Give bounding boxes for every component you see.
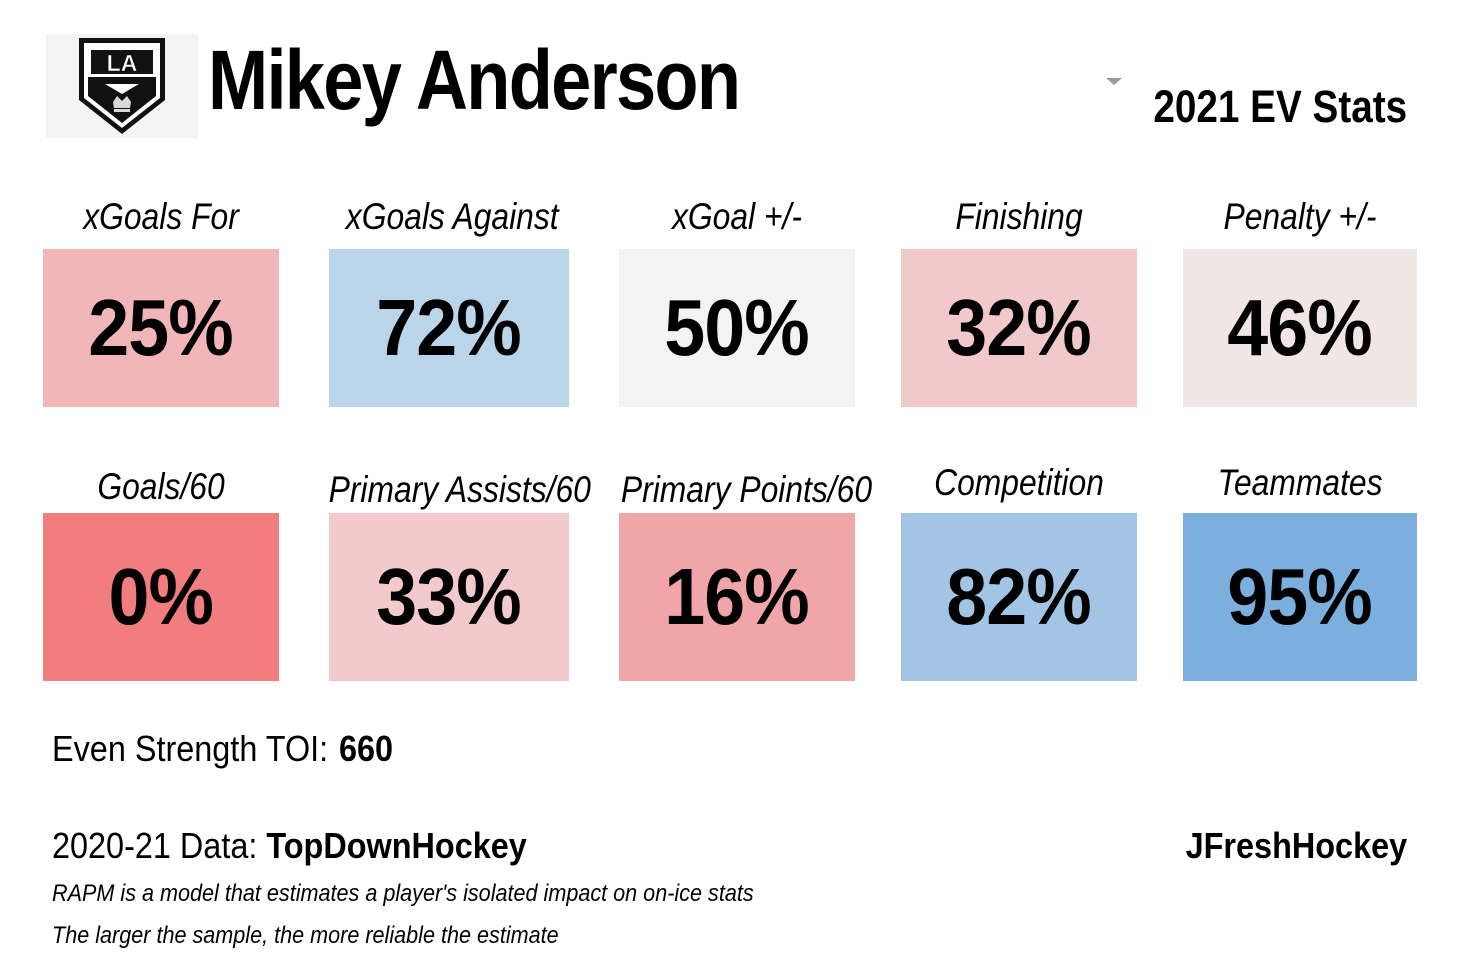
stat-label-primary-points-per-60: Primary Points/60 — [620, 469, 873, 510]
stat-label-xgoals-against: xGoals Against — [345, 196, 559, 237]
toi-value: 660 — [338, 728, 394, 769]
stat-value-primary-assists-per-60: 33% — [376, 552, 522, 641]
footer-note: RAPM is a model that estimates a player'… — [52, 880, 754, 907]
stat-label-competition: Competition — [934, 462, 1104, 503]
source-name: TopDownHockey — [266, 825, 527, 866]
la-kings-shield-icon: LA — [79, 38, 165, 134]
stat-tile-xgoals-against: 72% — [329, 249, 569, 407]
dropdown-arrow-icon[interactable] — [1106, 78, 1122, 85]
even-strength-toi: Even Strength TOI: 660 — [52, 731, 393, 767]
player-name: Mikey Anderson — [208, 33, 741, 127]
stat-value-competition: 82% — [946, 552, 1092, 641]
stat-label-goals-per-60: Goals/60 — [97, 466, 225, 507]
logo-text: LA — [107, 50, 138, 76]
stat-value-finishing: 32% — [946, 283, 1092, 372]
stat-label-xgoals-for: xGoals For — [83, 196, 239, 237]
stat-tile-finishing: 32% — [901, 249, 1137, 407]
stat-value-goals-per-60: 0% — [108, 552, 214, 641]
credit: JFreshHockey — [1185, 825, 1407, 866]
stat-tile-penalty-plus-minus: 46% — [1183, 249, 1417, 407]
stat-value-teammates: 95% — [1227, 552, 1373, 641]
stat-tile-primary-points-per-60: 16% — [619, 513, 855, 681]
stat-value-primary-points-per-60: 16% — [664, 552, 810, 641]
toi-label: Even Strength TOI: — [52, 728, 329, 769]
stat-label-teammates: Teammates — [1217, 462, 1383, 503]
stat-value-xgoals-against: 72% — [376, 283, 522, 372]
source-prefix: 2020-21 Data: — [52, 825, 258, 866]
footer-note: The larger the sample, the more reliable… — [52, 922, 559, 949]
stat-value-xgoals-for: 25% — [88, 283, 234, 372]
team-logo: LA — [46, 34, 198, 138]
stat-label-xgoal-plus-minus: xGoal +/- — [672, 196, 802, 237]
stat-label-primary-assists-per-60: Primary Assists/60 — [328, 469, 591, 510]
data-source: 2020-21 Data: TopDownHockey — [52, 828, 527, 864]
stat-label-penalty-plus-minus: Penalty +/- — [1223, 196, 1377, 237]
stat-tile-primary-assists-per-60: 33% — [329, 513, 569, 681]
stat-value-penalty-plus-minus: 46% — [1227, 283, 1373, 372]
stat-tile-xgoals-for: 25% — [43, 249, 279, 407]
stat-tile-xgoal-plus-minus: 50% — [619, 249, 855, 407]
stat-tile-teammates: 95% — [1183, 513, 1417, 681]
stat-value-xgoal-plus-minus: 50% — [664, 283, 810, 372]
stat-tile-goals-per-60: 0% — [43, 513, 279, 681]
stat-label-finishing: Finishing — [955, 196, 1083, 237]
stat-tile-competition: 82% — [901, 513, 1137, 681]
season-label: 2021 EV Stats — [1153, 81, 1407, 132]
